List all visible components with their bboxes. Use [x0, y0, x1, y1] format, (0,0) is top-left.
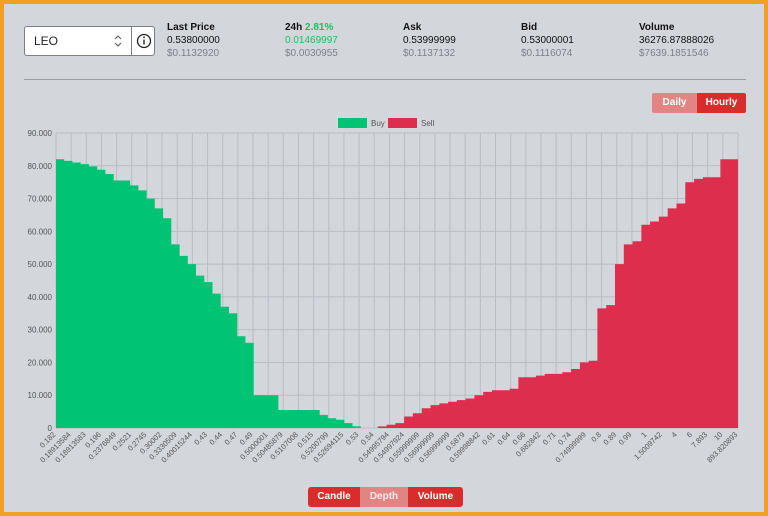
- sell-area: [369, 159, 738, 428]
- x-tick-label: 0.47: [223, 430, 240, 447]
- daily-button[interactable]: Daily: [652, 93, 697, 113]
- legend-buy-label: Buy: [371, 119, 385, 128]
- buy-area: [56, 159, 369, 428]
- stat-24h: 24h 2.81% 0.01469997 $0.0030955: [285, 21, 338, 60]
- hourly-button[interactable]: Hourly: [697, 93, 746, 113]
- stat-value: 0.53800000: [167, 35, 220, 46]
- x-tick-label: 0.43: [192, 430, 209, 447]
- x-tick-label: 4: [669, 430, 678, 439]
- stat-value: 0.53999999: [403, 35, 456, 46]
- y-tick-label: 0: [48, 424, 53, 433]
- stat-ask: Ask 0.53999999 $0.1137132: [403, 21, 456, 60]
- stat-label: 24h: [285, 22, 303, 33]
- stat-last-price: Last Price 0.53800000 $0.1132920: [167, 21, 220, 60]
- stat-label: Bid: [521, 22, 538, 33]
- candle-button[interactable]: Candle: [308, 487, 360, 507]
- y-tick-label: 30.000: [28, 326, 53, 335]
- x-tick-label: 0.44: [207, 430, 224, 447]
- x-tick-label: 0.8: [589, 430, 603, 444]
- y-tick-label: 10.000: [28, 391, 53, 400]
- updown-chevron-icon: [114, 35, 122, 47]
- x-tick-label: 7.893: [689, 430, 709, 450]
- x-tick-label: 0.89: [601, 430, 618, 447]
- depth-panel: LEO Last Price 0.53800000 $0.1132920 24h…: [4, 4, 764, 512]
- market-selector-value: LEO: [34, 34, 59, 48]
- y-tick-label: 80.000: [28, 162, 53, 171]
- market-selector[interactable]: LEO: [24, 26, 155, 56]
- y-tick-label: 90.000: [28, 129, 53, 138]
- stat-value: 36276.87888026: [639, 35, 715, 46]
- stat-change: 2.81%: [305, 22, 334, 33]
- y-tick-label: 50.000: [28, 260, 53, 269]
- stat-usd: $0.1137132: [403, 48, 456, 59]
- legend-buy-swatch: [338, 118, 367, 128]
- stat-bid: Bid 0.53000001 $0.1116074: [521, 21, 574, 60]
- depth-button[interactable]: Depth: [360, 487, 408, 507]
- x-tick-label: 1: [639, 430, 648, 439]
- stat-label: Last Price: [167, 22, 215, 33]
- depth-chart: 0 10.000 20.000 30.000 40.000 50.000 60.000 70.…: [28, 118, 739, 464]
- y-tick-label: 70.000: [28, 195, 53, 204]
- stat-label: Ask: [403, 22, 422, 33]
- legend-sell-swatch: [388, 118, 417, 128]
- x-tick-label: 0.71: [541, 430, 558, 447]
- header-divider: [24, 79, 746, 80]
- x-tick-label: 0.99: [617, 430, 634, 447]
- x-tick-label: 0.61: [480, 430, 497, 447]
- market-info-button[interactable]: [131, 27, 156, 55]
- stat-label: Volume: [639, 22, 675, 33]
- y-tick-label: 40.000: [28, 293, 53, 302]
- info-icon: [136, 33, 152, 49]
- stat-usd: $0.1116074: [521, 48, 573, 59]
- x-tick-label: 0.53: [344, 430, 361, 447]
- volume-button[interactable]: Volume: [408, 487, 463, 507]
- y-tick-label: 60.000: [28, 227, 53, 236]
- stat-volume: Volume 36276.87888026 $7639.1851546: [639, 21, 714, 60]
- stat-usd: $7639.1851546: [639, 48, 709, 59]
- x-tick-label: 0.64: [495, 430, 512, 447]
- y-tick-label: 20.000: [28, 358, 53, 367]
- stat-value: 0.53000001: [521, 35, 574, 46]
- stat-value: 0.01469997: [285, 35, 338, 46]
- stat-usd: $0.1132920: [167, 48, 220, 59]
- legend-sell-label: Sell: [421, 119, 435, 128]
- stat-usd: $0.0030955: [285, 48, 338, 59]
- x-tick-label: 1.5009742: [632, 430, 663, 461]
- x-tick-label: 6: [685, 430, 694, 439]
